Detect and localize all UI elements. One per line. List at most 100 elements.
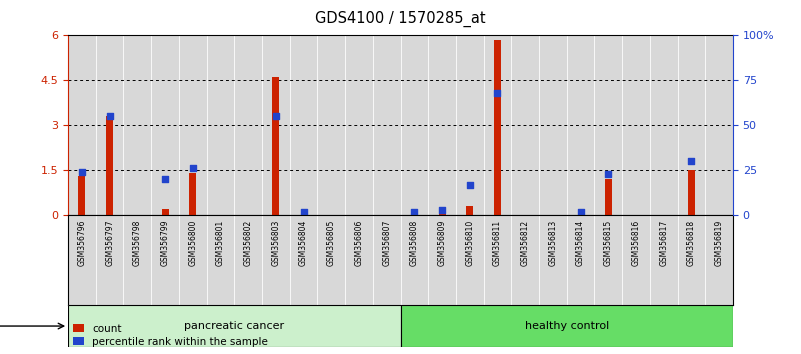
Text: GSM356811: GSM356811 — [493, 220, 502, 266]
Bar — [678, 35, 705, 215]
Bar — [96, 215, 123, 305]
Point — [269, 114, 282, 119]
Bar — [345, 35, 372, 215]
Bar — [235, 35, 262, 215]
Bar — [372, 35, 400, 215]
Point — [436, 207, 449, 213]
Bar — [429, 35, 456, 215]
Bar — [594, 215, 622, 305]
Text: GSM356801: GSM356801 — [216, 220, 225, 266]
Bar — [650, 215, 678, 305]
Bar — [605, 179, 612, 215]
Bar — [688, 170, 694, 215]
Bar — [678, 215, 705, 305]
Bar — [207, 35, 235, 215]
Bar — [162, 209, 168, 215]
Bar — [179, 215, 207, 305]
Bar — [705, 35, 733, 215]
Bar — [650, 35, 678, 215]
Bar — [539, 35, 567, 215]
Point — [159, 176, 171, 182]
Bar — [151, 35, 179, 215]
Bar — [123, 215, 151, 305]
Bar — [539, 215, 567, 305]
Point — [408, 209, 421, 215]
Text: GSM356807: GSM356807 — [382, 220, 391, 266]
Bar — [400, 215, 429, 305]
Text: GSM356814: GSM356814 — [576, 220, 585, 266]
Bar — [429, 215, 456, 305]
Text: GSM356816: GSM356816 — [631, 220, 641, 266]
Bar — [123, 35, 151, 215]
Point — [103, 114, 116, 119]
Text: pancreatic cancer: pancreatic cancer — [184, 321, 284, 331]
Bar — [179, 35, 207, 215]
Text: GSM356806: GSM356806 — [355, 220, 364, 266]
Bar — [78, 176, 86, 215]
Point — [602, 171, 614, 177]
Bar — [68, 305, 400, 347]
Bar — [400, 35, 429, 215]
Bar — [494, 40, 501, 215]
Text: GSM356810: GSM356810 — [465, 220, 474, 266]
Bar — [372, 215, 400, 305]
Bar — [511, 215, 539, 305]
Bar — [96, 35, 123, 215]
Bar — [189, 173, 196, 215]
Bar — [151, 215, 179, 305]
Bar — [235, 215, 262, 305]
Text: GSM356799: GSM356799 — [160, 220, 170, 266]
Bar — [400, 305, 733, 347]
Text: GSM356815: GSM356815 — [604, 220, 613, 266]
Point — [75, 169, 88, 175]
Bar — [68, 35, 96, 215]
Text: GSM356812: GSM356812 — [521, 220, 529, 266]
Text: GSM356809: GSM356809 — [437, 220, 446, 266]
Point — [574, 209, 587, 215]
Bar — [345, 215, 372, 305]
Legend: count, percentile rank within the sample: count, percentile rank within the sample — [74, 324, 268, 347]
Text: GSM356802: GSM356802 — [244, 220, 252, 266]
Point — [463, 182, 476, 188]
Bar — [622, 215, 650, 305]
Bar — [262, 35, 290, 215]
Bar — [317, 215, 345, 305]
Bar — [439, 209, 445, 215]
Bar — [456, 35, 484, 215]
Point — [297, 209, 310, 215]
Bar — [567, 215, 594, 305]
Text: GSM356798: GSM356798 — [133, 220, 142, 266]
Bar — [705, 215, 733, 305]
Bar — [622, 35, 650, 215]
Bar — [484, 215, 511, 305]
Bar — [317, 35, 345, 215]
Text: GSM356808: GSM356808 — [410, 220, 419, 266]
Text: GSM356818: GSM356818 — [687, 220, 696, 266]
Bar — [466, 206, 473, 215]
Bar — [511, 35, 539, 215]
Text: GSM356817: GSM356817 — [659, 220, 668, 266]
Text: healthy control: healthy control — [525, 321, 609, 331]
Text: GSM356800: GSM356800 — [188, 220, 197, 266]
Point — [491, 90, 504, 96]
Bar — [262, 215, 290, 305]
Point — [187, 166, 199, 171]
Bar — [484, 35, 511, 215]
Text: GSM356796: GSM356796 — [78, 220, 87, 266]
Bar — [290, 35, 317, 215]
Bar — [68, 215, 96, 305]
Point — [685, 159, 698, 164]
Bar — [207, 215, 235, 305]
Text: GSM356819: GSM356819 — [714, 220, 723, 266]
Text: GSM356797: GSM356797 — [105, 220, 114, 266]
Text: GSM356813: GSM356813 — [549, 220, 557, 266]
Bar — [272, 78, 280, 215]
Text: GSM356803: GSM356803 — [272, 220, 280, 266]
Bar — [594, 35, 622, 215]
Text: GSM356805: GSM356805 — [327, 220, 336, 266]
Bar — [290, 215, 317, 305]
Text: GSM356804: GSM356804 — [299, 220, 308, 266]
Text: GDS4100 / 1570285_at: GDS4100 / 1570285_at — [315, 11, 486, 27]
Bar — [567, 35, 594, 215]
Bar — [107, 116, 113, 215]
